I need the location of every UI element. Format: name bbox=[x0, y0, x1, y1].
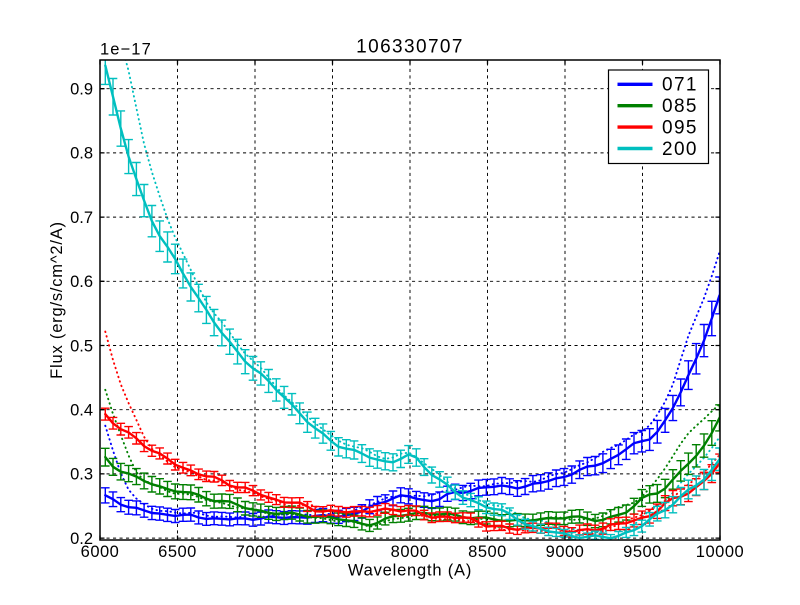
svg-text:6500: 6500 bbox=[158, 543, 197, 561]
svg-text:9000: 9000 bbox=[546, 543, 585, 561]
svg-text:7000: 7000 bbox=[236, 543, 275, 561]
svg-text:6000: 6000 bbox=[81, 543, 120, 561]
svg-text:0.6: 0.6 bbox=[70, 273, 93, 291]
svg-text:0.7: 0.7 bbox=[70, 209, 93, 227]
svg-text:071: 071 bbox=[662, 75, 698, 96]
svg-text:0.2: 0.2 bbox=[70, 530, 93, 548]
svg-text:0.3: 0.3 bbox=[70, 466, 93, 484]
svg-text:9500: 9500 bbox=[623, 543, 662, 561]
svg-text:0.4: 0.4 bbox=[70, 402, 93, 420]
svg-text:Wavelength (A): Wavelength (A) bbox=[348, 562, 472, 580]
svg-text:0.8: 0.8 bbox=[70, 145, 93, 163]
svg-text:1e−17: 1e−17 bbox=[100, 41, 152, 59]
svg-text:200: 200 bbox=[662, 139, 698, 160]
svg-text:7500: 7500 bbox=[313, 543, 352, 561]
svg-text:Flux (erg/s/cm^2/A): Flux (erg/s/cm^2/A) bbox=[48, 221, 66, 379]
svg-text:085: 085 bbox=[662, 96, 698, 117]
svg-text:106330707: 106330707 bbox=[356, 37, 464, 58]
svg-text:0.5: 0.5 bbox=[70, 337, 93, 355]
svg-text:095: 095 bbox=[662, 117, 698, 138]
svg-text:10000: 10000 bbox=[696, 543, 744, 561]
svg-text:0.9: 0.9 bbox=[70, 81, 93, 99]
svg-text:8000: 8000 bbox=[391, 543, 430, 561]
svg-text:8500: 8500 bbox=[468, 543, 507, 561]
